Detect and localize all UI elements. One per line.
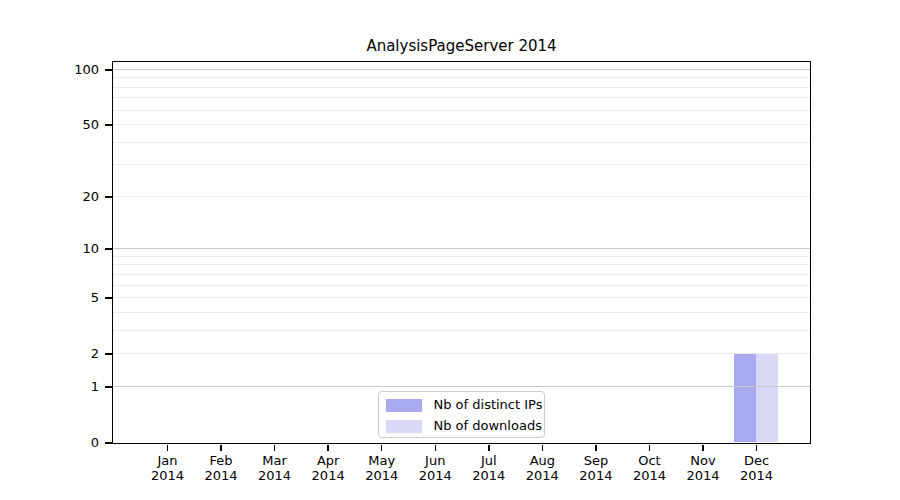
x-label-year-jun: 2014 xyxy=(405,468,465,483)
gridline-minor-80 xyxy=(113,87,810,88)
y-tick-label-0: 0 xyxy=(49,434,99,451)
y-tick-10 xyxy=(105,248,112,250)
x-label-year-jan: 2014 xyxy=(138,468,198,483)
x-label-month-aug: Aug xyxy=(512,453,572,468)
gridline-minor-90 xyxy=(113,77,810,78)
y-tick-5 xyxy=(105,297,112,299)
x-tick-jul xyxy=(488,445,490,451)
y-tick-0 xyxy=(105,442,112,444)
gridline-minor-3 xyxy=(113,330,810,331)
x-label-month-dec: Dec xyxy=(727,453,787,468)
gridline-minor-60 xyxy=(113,110,810,111)
gridline-major-1 xyxy=(113,386,810,387)
x-label-month-oct: Oct xyxy=(619,453,679,468)
plot-area: Nb of distinct IPs Nb of downloads xyxy=(112,61,811,444)
gridline-minor-70 xyxy=(113,97,810,98)
legend-item-distinct-ips: Nb of distinct IPs xyxy=(386,396,544,415)
y-tick-50 xyxy=(105,124,112,126)
gridline-minor-50 xyxy=(113,124,810,125)
gridline-minor-8 xyxy=(113,264,810,265)
y-tick-label-50: 50 xyxy=(49,116,99,133)
gridline-major-10 xyxy=(113,248,810,249)
chart-canvas: AnalysisPageServer 2014 Nb of distinct I… xyxy=(0,0,900,500)
x-tick-label-apr: Apr2014 xyxy=(298,453,358,483)
x-tick-label-jan: Jan2014 xyxy=(138,453,198,483)
legend: Nb of distinct IPs Nb of downloads xyxy=(378,391,545,438)
gridline-minor-20 xyxy=(113,196,810,197)
x-label-year-sep: 2014 xyxy=(566,468,626,483)
x-label-month-apr: Apr xyxy=(298,453,358,468)
gridline-minor-4 xyxy=(113,312,810,313)
x-tick-mar xyxy=(274,445,276,451)
gridline-minor-7 xyxy=(113,274,810,275)
x-tick-label-oct: Oct2014 xyxy=(619,453,679,483)
gridline-minor-40 xyxy=(113,142,810,143)
x-label-month-mar: Mar xyxy=(245,453,305,468)
x-tick-dec xyxy=(756,445,758,451)
x-tick-label-jul: Jul2014 xyxy=(459,453,519,483)
gridline-minor-30 xyxy=(113,164,810,165)
x-tick-label-mar: Mar2014 xyxy=(245,453,305,483)
gridline-major-100 xyxy=(113,69,810,70)
gridlines-layer xyxy=(113,62,810,443)
x-label-month-jan: Jan xyxy=(138,453,198,468)
x-label-year-dec: 2014 xyxy=(727,468,787,483)
x-label-year-apr: 2014 xyxy=(298,468,358,483)
x-label-month-sep: Sep xyxy=(566,453,626,468)
legend-label-distinct-ips: Nb of distinct IPs xyxy=(434,397,543,413)
gridline-minor-6 xyxy=(113,285,810,286)
x-tick-jun xyxy=(435,445,437,451)
legend-swatch-downloads-icon xyxy=(386,420,422,433)
x-label-year-feb: 2014 xyxy=(191,468,251,483)
x-label-month-may: May xyxy=(352,453,412,468)
y-tick-20 xyxy=(105,196,112,198)
x-label-year-mar: 2014 xyxy=(245,468,305,483)
x-tick-label-jun: Jun2014 xyxy=(405,453,465,483)
x-label-month-jun: Jun xyxy=(405,453,465,468)
x-label-year-jul: 2014 xyxy=(459,468,519,483)
x-tick-label-nov: Nov2014 xyxy=(673,453,733,483)
x-tick-label-dec: Dec2014 xyxy=(727,453,787,483)
legend-swatch-distinct-ips-icon xyxy=(386,399,422,412)
x-label-month-nov: Nov xyxy=(673,453,733,468)
gridline-minor-9 xyxy=(113,256,810,257)
x-tick-nov xyxy=(702,445,704,451)
x-tick-oct xyxy=(649,445,651,451)
y-tick-label-5: 5 xyxy=(49,289,99,306)
y-tick-label-20: 20 xyxy=(49,188,99,205)
x-label-year-may: 2014 xyxy=(352,468,412,483)
y-tick-label-2: 2 xyxy=(49,345,99,362)
x-tick-label-may: May2014 xyxy=(352,453,412,483)
x-tick-label-sep: Sep2014 xyxy=(566,453,626,483)
x-label-year-aug: 2014 xyxy=(512,468,572,483)
x-label-month-feb: Feb xyxy=(191,453,251,468)
x-label-month-jul: Jul xyxy=(459,453,519,468)
x-tick-sep xyxy=(595,445,597,451)
x-tick-feb xyxy=(220,445,222,451)
x-label-year-oct: 2014 xyxy=(619,468,679,483)
y-tick-label-100: 100 xyxy=(49,61,99,78)
x-tick-may xyxy=(381,445,383,451)
gridline-minor-2 xyxy=(113,353,810,354)
y-tick-2 xyxy=(105,353,112,355)
x-tick-label-aug: Aug2014 xyxy=(512,453,572,483)
chart-title: AnalysisPageServer 2014 xyxy=(113,38,810,55)
y-tick-1 xyxy=(105,386,112,388)
y-tick-label-1: 1 xyxy=(49,378,99,395)
x-tick-aug xyxy=(542,445,544,451)
x-tick-jan xyxy=(167,445,169,451)
legend-item-downloads: Nb of downloads xyxy=(386,417,544,436)
legend-label-downloads: Nb of downloads xyxy=(434,418,542,434)
x-tick-apr xyxy=(327,445,329,451)
y-tick-label-10: 10 xyxy=(49,240,99,257)
x-tick-label-feb: Feb2014 xyxy=(191,453,251,483)
gridline-minor-5 xyxy=(113,297,810,298)
y-tick-100 xyxy=(105,69,112,71)
x-label-year-nov: 2014 xyxy=(673,468,733,483)
